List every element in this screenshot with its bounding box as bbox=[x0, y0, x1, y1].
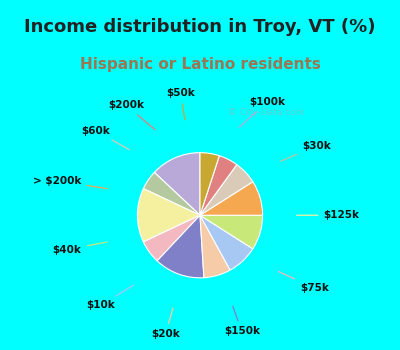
Wedge shape bbox=[157, 215, 204, 278]
Text: $40k: $40k bbox=[52, 242, 107, 255]
Text: $200k: $200k bbox=[108, 100, 155, 130]
Wedge shape bbox=[143, 173, 200, 215]
Wedge shape bbox=[200, 156, 237, 215]
Wedge shape bbox=[200, 215, 262, 249]
Wedge shape bbox=[200, 153, 219, 215]
Text: > $200k: > $200k bbox=[33, 176, 107, 189]
Text: $10k: $10k bbox=[87, 285, 133, 310]
Text: $150k: $150k bbox=[224, 306, 260, 336]
Wedge shape bbox=[138, 189, 200, 242]
Text: $100k: $100k bbox=[239, 97, 285, 127]
Wedge shape bbox=[200, 215, 230, 278]
Wedge shape bbox=[154, 153, 200, 215]
Text: $30k: $30k bbox=[280, 141, 331, 161]
Text: $60k: $60k bbox=[81, 126, 129, 149]
Wedge shape bbox=[143, 215, 200, 261]
Text: $20k: $20k bbox=[151, 308, 180, 339]
Text: $50k: $50k bbox=[166, 88, 195, 120]
Text: © City-Data.com: © City-Data.com bbox=[228, 108, 304, 117]
Wedge shape bbox=[200, 215, 253, 270]
Wedge shape bbox=[200, 182, 262, 215]
Text: $75k: $75k bbox=[278, 272, 329, 293]
Text: $125k: $125k bbox=[297, 210, 360, 220]
Text: Income distribution in Troy, VT (%): Income distribution in Troy, VT (%) bbox=[24, 19, 376, 36]
Text: Hispanic or Latino residents: Hispanic or Latino residents bbox=[80, 57, 320, 72]
Wedge shape bbox=[200, 164, 253, 215]
